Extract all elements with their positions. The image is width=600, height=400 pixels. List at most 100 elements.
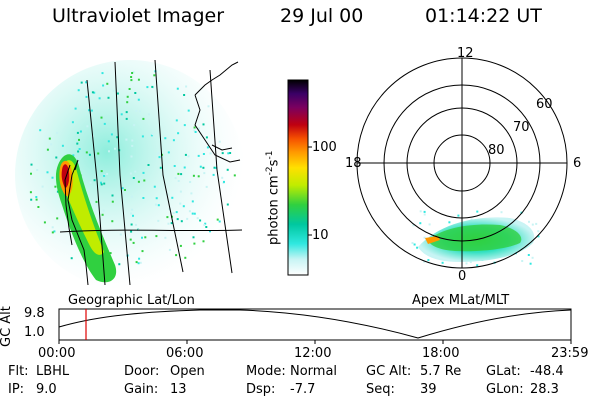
speckle: [226, 168, 229, 171]
speckle: [78, 148, 81, 150]
speckle: [101, 213, 104, 216]
speckle: [167, 222, 170, 225]
speckle: [120, 113, 123, 116]
speckle: [423, 260, 426, 263]
speckle: [202, 153, 205, 155]
speckle: [184, 256, 187, 259]
dsp-label: Dsp:: [246, 382, 276, 397]
speckle: [203, 223, 206, 226]
speckle: [124, 189, 126, 191]
speckle: [221, 176, 224, 179]
speckle: [130, 195, 133, 198]
speckle: [535, 222, 538, 225]
speckle: [111, 194, 114, 197]
speckle: [51, 226, 54, 229]
speckle: [130, 76, 133, 78]
speckle: [135, 223, 137, 226]
speckle: [30, 198, 33, 201]
speckle: [142, 117, 145, 120]
speckle: [100, 183, 103, 186]
speckle: [100, 181, 102, 184]
speckle: [176, 87, 179, 90]
speckle: [35, 198, 38, 201]
speckle: [191, 200, 194, 203]
speckle: [72, 154, 75, 157]
speckle: [50, 143, 53, 146]
speckle: [158, 156, 161, 159]
speckle: [93, 179, 96, 182]
mode-value: Normal: [290, 364, 338, 379]
speckle: [193, 126, 196, 129]
speckle: [74, 107, 77, 110]
speckle: [528, 220, 530, 223]
speckle: [197, 175, 200, 178]
colorbar: [287, 79, 309, 276]
speckle: [155, 235, 158, 238]
speckle: [423, 210, 426, 213]
colorbar-units: photon cm-2s-1: [265, 150, 281, 245]
aurora-hotspot: [61, 164, 70, 188]
speckle: [102, 84, 105, 87]
speckle: [192, 174, 195, 177]
speckle: [116, 92, 119, 95]
speckle: [176, 218, 179, 221]
speckle: [204, 222, 207, 225]
seq-label: Seq:: [366, 382, 395, 397]
speckle: [151, 85, 154, 88]
speckle: [77, 150, 80, 153]
speckle: [203, 172, 206, 175]
speckle: [71, 121, 74, 124]
speckle: [119, 233, 122, 236]
speckle: [95, 200, 98, 203]
speckle: [202, 123, 205, 126]
speckle: [205, 136, 208, 139]
speckle: [187, 109, 190, 112]
speckle: [138, 257, 141, 260]
speckle: [93, 91, 96, 94]
speckle: [37, 206, 40, 208]
speckle: [172, 212, 175, 214]
speckle: [85, 81, 88, 84]
gain-value: 13: [170, 382, 187, 397]
speckle: [500, 211, 503, 214]
geographic-caption: Geographic Lat/Lon: [68, 293, 195, 308]
speckle: [166, 216, 169, 219]
speckle: [129, 238, 132, 241]
gcalt-value: 5.7 Re: [420, 364, 462, 379]
colorbar-units-exp1: -2: [265, 166, 275, 176]
speckle: [35, 196, 38, 198]
speckle: [531, 256, 534, 259]
speckle: [43, 221, 46, 224]
colorbar-units-exp2: -1: [265, 150, 275, 160]
speckle: [157, 204, 160, 207]
speckle: [139, 261, 142, 264]
glon-label: GLon:: [486, 382, 524, 397]
speckle: [182, 205, 185, 208]
speckle: [48, 137, 51, 140]
speckle: [194, 131, 197, 133]
lat-label-60: 60: [536, 97, 553, 112]
speckle: [131, 208, 134, 211]
timeline-xtick-1200: 12:00: [294, 346, 332, 361]
speckle: [98, 97, 101, 100]
speckle: [412, 224, 415, 227]
speckle: [202, 166, 205, 169]
speckle: [199, 165, 202, 168]
speckle: [205, 226, 208, 228]
speckle: [185, 85, 188, 88]
speckle: [416, 246, 419, 249]
speckle: [55, 156, 58, 159]
speckle: [411, 242, 414, 244]
speckle: [142, 197, 145, 199]
speckle: [133, 124, 136, 127]
speckle: [131, 144, 134, 147]
speckle: [110, 133, 113, 136]
speckle: [108, 150, 110, 153]
speckle: [179, 202, 182, 205]
polar-plot: [356, 57, 568, 269]
speckle: [537, 235, 540, 238]
speckle: [143, 179, 146, 182]
ip-label: IP:: [8, 382, 25, 397]
speckle: [137, 98, 140, 101]
speckle: [103, 122, 106, 125]
